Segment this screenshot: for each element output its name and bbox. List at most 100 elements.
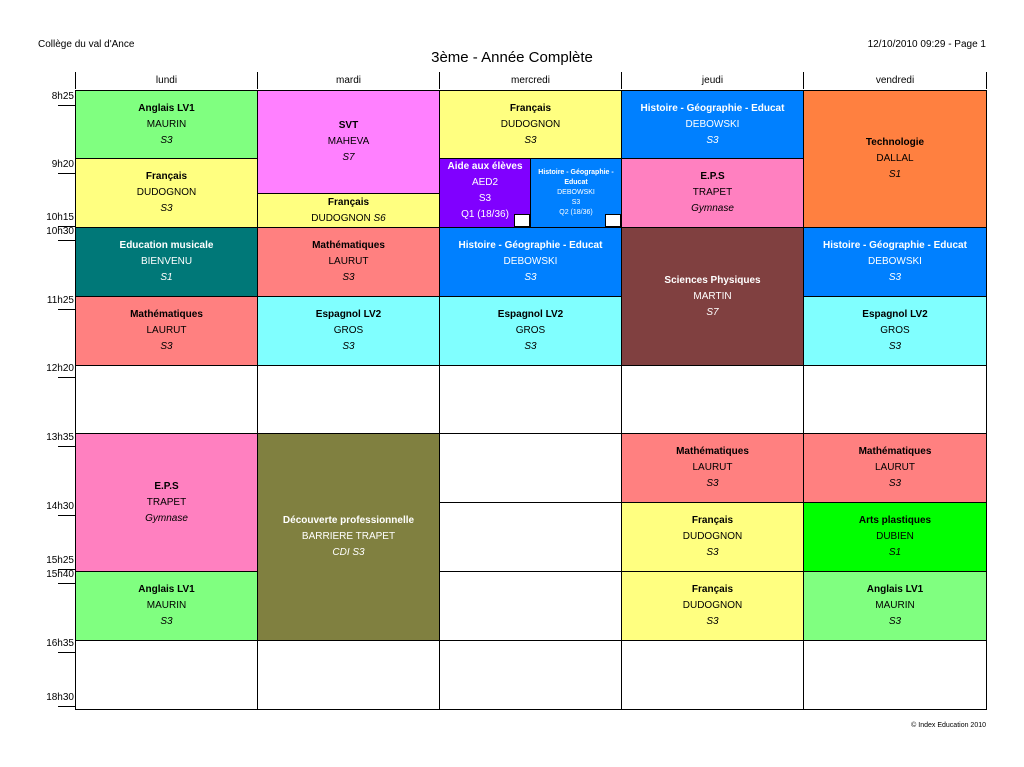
lesson-teacher: MAURIN (875, 600, 915, 611)
lesson-math-matiques[interactable]: Mathématiques LAURUT S3 (257, 227, 440, 297)
lesson-subject: Education musicale (119, 240, 214, 251)
time-tick (58, 105, 75, 106)
lesson-anglais-lv1[interactable]: Anglais LV1 MAURIN S3 (75, 571, 258, 641)
lesson-svt[interactable]: SVT MAHEVA S7 (257, 90, 440, 194)
empty-slot (439, 433, 622, 503)
lesson-aide-aux-l-ves[interactable]: Aide aux élèves AED2 S3 Q1 (18/36) Q1 (439, 158, 531, 228)
lesson-espagnol-lv2[interactable]: Espagnol LV2 GROS S3 (257, 296, 440, 366)
lesson-sciences-physiques[interactable]: Sciences Physiques MARTIN S7 (621, 227, 804, 366)
lesson-teacher: LAURUT (328, 256, 369, 267)
time-label: 15h25 (46, 555, 74, 566)
lesson-subject: Espagnol LV2 (862, 309, 928, 320)
lesson-room: CDI S3 (332, 547, 365, 558)
lesson-fran-ais[interactable]: Français DUDOGNON S3 (75, 158, 258, 228)
lesson-teacher: GROS (515, 325, 546, 336)
lesson-e-p-s[interactable]: E.P.S TRAPET Gymnase (75, 433, 258, 572)
lesson-room: S3 (571, 199, 581, 206)
lesson-math-matiques[interactable]: Mathématiques LAURUT S3 (621, 433, 804, 503)
lesson-subject: Anglais LV1 (138, 102, 195, 114)
lesson-subject: Histoire - Géographie - Educat (538, 169, 614, 186)
lesson-math-matiques[interactable]: Mathématiques LAURUT S3 (803, 433, 987, 503)
lesson-room: S3 (160, 616, 173, 627)
lesson-room: S3 (706, 616, 719, 627)
lesson-fran-ais[interactable]: Français DUDOGNON S3 (439, 90, 622, 159)
time-label: 14h30 (46, 501, 74, 512)
time-label: 10h30 (46, 226, 74, 237)
empty-slot (257, 365, 440, 434)
lesson-teacher: DEBOWSKI (557, 189, 595, 196)
lesson-d-couverte-professionnelle[interactable]: Découverte professionnelle BARRIERE TRAPE… (257, 433, 440, 641)
lesson-arts-plastiques[interactable]: Arts plastiques DUBIEN S1 (803, 502, 987, 572)
time-label: 13h35 (46, 432, 74, 443)
lesson-fran-ais[interactable]: Français DUDOGNON S3 (621, 502, 804, 572)
lesson-espagnol-lv2[interactable]: Espagnol LV2 GROS S3 (439, 296, 622, 366)
lesson-room: S3 (524, 134, 537, 146)
lesson-histoire-g-ographie-educat[interactable]: Histoire - Géographie - Educat DEBOWSKI S3 (803, 227, 987, 297)
lesson-subject: Français (691, 584, 734, 595)
time-tick (58, 569, 75, 570)
time-tick (58, 515, 75, 516)
lesson-subject: Histoire - Géographie - Educat (640, 102, 785, 114)
lesson-room: S7 (706, 306, 719, 318)
empty-slot (439, 571, 622, 641)
lesson-room: S3 (888, 341, 902, 352)
day-header-jeudi: jeudi (621, 72, 803, 89)
lesson-subject: SVT (338, 120, 359, 131)
lesson-room: S3 (342, 341, 355, 352)
lesson-teacher: DUDOGNON (136, 187, 197, 198)
school-name: Collège du val d'Ance (38, 39, 135, 50)
page-title: 3ème - Année Complète (431, 49, 593, 66)
lesson-teacher: AED2 (471, 177, 499, 188)
lesson-subject: Anglais LV1 (866, 584, 924, 595)
lesson-histoire-g-ographie-educat[interactable]: Histoire - Géographie - Educat DEBOWSKI S3 (439, 227, 622, 297)
lesson-fran-ais[interactable]: Français DUDOGNON S6 (257, 193, 440, 228)
lesson-room: S1 (160, 272, 173, 283)
lesson-teacher: BARRIERE TRAPET (301, 531, 396, 542)
lesson-education-musicale[interactable]: Education musicale BIENVENU S1 (75, 227, 258, 297)
lesson-subject: Histoire - Géographie - Educat (458, 240, 603, 251)
lesson-histoire-g-ographie-educat[interactable]: Histoire - Géographie - Educat DEBOWSKI S3 (621, 90, 804, 159)
lesson-teacher: MAURIN (146, 118, 187, 130)
empty-slot (439, 502, 622, 572)
lesson-room: S3 (706, 547, 719, 558)
empty-slot (439, 365, 622, 434)
lesson-e-p-s[interactable]: E.P.S TRAPET Gymnase (621, 158, 804, 228)
lesson-room: S1 (888, 169, 902, 180)
time-label: 10h15 (46, 212, 74, 223)
print-timestamp: 12/10/2010 09:29 - Page 1 (867, 39, 986, 50)
lesson-teacher: DUBIEN (876, 531, 914, 542)
lesson-teacher: LAURUT (874, 462, 915, 473)
lesson-subject: Arts plastiques (858, 515, 932, 526)
lesson-room: S3 (706, 478, 719, 489)
lesson-group: Q1 (18/36) (461, 209, 509, 220)
day-header-vendredi: vendredi (803, 72, 986, 89)
lesson-teacher: DALLAL (876, 153, 914, 164)
time-label: 18h30 (46, 692, 74, 703)
day-header-mardi: mardi (257, 72, 439, 89)
lesson-technologie[interactable]: Technologie DALLAL S1 (803, 90, 987, 228)
time-tick (58, 583, 75, 584)
lesson-teacher: DUDOGNON (500, 118, 561, 130)
lesson-math-matiques[interactable]: Mathématiques LAURUT S3 (75, 296, 258, 366)
empty-slot (75, 365, 258, 434)
lesson-teacher: DUDOGNON (311, 212, 371, 224)
time-label: 9h20 (51, 159, 74, 170)
lesson-room: S3 (888, 478, 902, 489)
lesson-room: Gymnase (691, 203, 734, 214)
lesson-subject: Espagnol LV2 (497, 309, 564, 320)
lesson-teacher: DEBOWSKI (503, 256, 558, 267)
lesson-histoire-g-ographie-educat[interactable]: Histoire - Géographie - Educat DEBOWSKI S3… (530, 158, 622, 228)
lesson-subject: Français (691, 515, 734, 526)
lesson-anglais-lv1[interactable]: Anglais LV1 MAURIN S3 (75, 90, 258, 159)
empty-slot (803, 640, 987, 710)
lesson-espagnol-lv2[interactable]: Espagnol LV2 GROS S3 (803, 296, 987, 366)
lesson-fran-ais[interactable]: Français DUDOGNON S3 (621, 571, 804, 641)
lesson-room: S6 (373, 212, 386, 224)
empty-slot (75, 640, 258, 710)
lesson-subject: Mathématiques (312, 240, 385, 251)
lesson-teacher: DEBOWSKI (685, 118, 740, 130)
lesson-teacher: TRAPET (692, 187, 733, 198)
lesson-teacher-room: DUDOGNON S6 (311, 211, 385, 227)
lesson-subject: Mathématiques (676, 446, 749, 457)
lesson-anglais-lv1[interactable]: Anglais LV1 MAURIN S3 (803, 571, 987, 641)
